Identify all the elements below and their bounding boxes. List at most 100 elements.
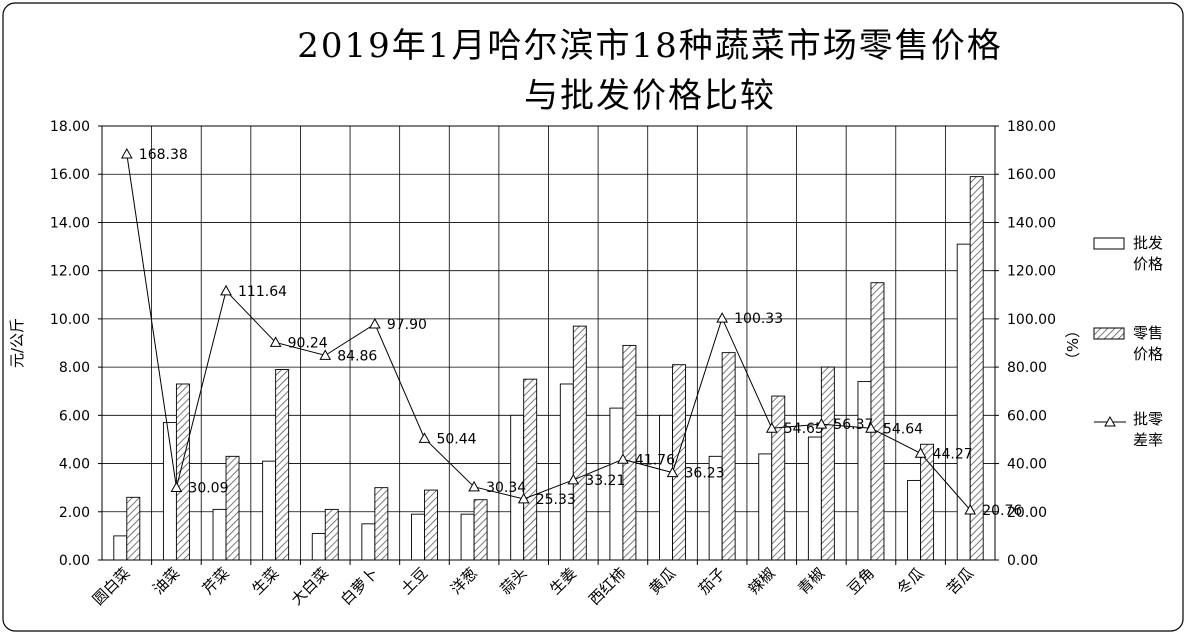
rate-data-label: 168.38 (139, 147, 188, 163)
rate-data-label: 25.33 (536, 492, 576, 508)
bar-wholesale (907, 479, 922, 561)
rate-data-label: 97.90 (387, 317, 427, 333)
y-left-tick-label: 6.00 (59, 408, 90, 424)
rate-marker (269, 336, 282, 347)
rate-data-label: 56.37 (833, 417, 873, 433)
rate-marker (418, 432, 431, 443)
bars (113, 176, 984, 561)
x-category-label: 土豆 (397, 564, 431, 598)
y-right-tick-label: 140.00 (1007, 215, 1056, 231)
bar-wholesale (460, 513, 475, 561)
rate-data-label: 30.09 (188, 480, 228, 496)
rate-marker (815, 418, 828, 429)
y-right-tick-label: 60.00 (1007, 408, 1047, 424)
y-left-tick-label: 12.00 (50, 264, 90, 280)
legend-label-line1: 零售 (1133, 324, 1163, 342)
x-category-label: 蒜头 (497, 564, 531, 598)
y-right-axis-title: （%） (1064, 323, 1082, 367)
rate-polyline (126, 153, 971, 511)
rate-marker (964, 503, 977, 515)
chart-title-line-1: 2019年1月哈尔滨市18种蔬菜市场零售价格 (297, 26, 1003, 66)
y-right-tick-label: 0.00 (1007, 553, 1038, 569)
x-category-label: 油菜 (149, 564, 183, 598)
rate-data-label: 33.21 (585, 473, 625, 489)
legend-swatch-rate-marker (1104, 415, 1116, 427)
rate-data-label: 50.44 (436, 431, 476, 447)
x-category-label: 青椒 (794, 564, 828, 598)
legend-label-line1: 批零 (1133, 410, 1163, 428)
bar-retail (523, 378, 538, 561)
bar-retail (225, 455, 240, 561)
x-category-label: 西红柿 (585, 564, 630, 609)
bar-wholesale (559, 383, 574, 561)
legend-swatch-retail (1093, 327, 1125, 340)
bar-wholesale (807, 436, 822, 561)
bar-retail (424, 489, 438, 561)
legend-label-line2: 差率 (1133, 431, 1163, 449)
bar-retail (126, 496, 141, 561)
y-left-tick-label: 14.00 (50, 215, 90, 231)
x-category-label: 苦瓜 (943, 564, 977, 598)
bar-wholesale (311, 533, 326, 561)
x-category-label: 黄瓜 (645, 564, 679, 598)
rate-data-label: 54.64 (883, 421, 923, 437)
rate-data-label: 100.33 (734, 311, 783, 327)
rate-data-label: 90.24 (288, 335, 328, 351)
bar-wholesale (758, 453, 773, 561)
y-right-tick-label: 20.00 (1007, 505, 1047, 521)
rate-marker (765, 422, 778, 433)
bar-wholesale (659, 414, 673, 561)
y-left-tick-label: 16.00 (50, 167, 90, 183)
rate-marker (617, 453, 629, 464)
chart-title-line-2: 与批发价格比较 (524, 76, 776, 116)
rate-marker (716, 312, 728, 323)
y-right-tick-label: 120.00 (1007, 264, 1056, 280)
y-left-tick-label: 10.00 (50, 312, 90, 328)
y-right-tick-label: 80.00 (1007, 360, 1047, 376)
x-category-label: 辣椒 (745, 564, 779, 598)
y-left-axis-title: 元/公斤 (8, 318, 26, 368)
y-right-tick-label: 180.00 (1007, 119, 1056, 135)
legend-label-line2: 价格 (1133, 255, 1163, 273)
x-category-label: 冬瓜 (893, 564, 927, 598)
y-left-tick-label: 0.00 (59, 553, 90, 569)
y-left-tick-label: 8.00 (59, 360, 90, 376)
rate-marker (170, 481, 183, 492)
legend-label-line2: 价格 (1133, 345, 1163, 363)
rate-data-label: 84.86 (337, 348, 377, 364)
y-left-tick-label: 4.00 (59, 457, 90, 473)
bar-wholesale (212, 508, 227, 561)
rate-marker (914, 447, 927, 458)
y-right-tick-label: 100.00 (1007, 312, 1056, 328)
rate-marker (369, 317, 381, 329)
rate-data-label: 44.27 (933, 446, 973, 462)
x-category-label: 圆白菜 (89, 564, 134, 609)
legend-label-line1: 批发 (1133, 234, 1163, 252)
rate-data-label: 30.34 (486, 480, 526, 496)
bar-wholesale (361, 523, 376, 561)
bar-wholesale (857, 381, 872, 561)
y-right-tick-label: 160.00 (1007, 167, 1056, 183)
rate-data-label: 111.64 (238, 284, 287, 300)
bar-retail (820, 366, 835, 561)
x-category-label: 豆角 (844, 564, 878, 598)
rate-line: 168.38 30.09 111.64 90.24 84.86 97.90 50.44 30.… (120, 147, 1022, 519)
x-category-label: 洋葱 (447, 564, 481, 598)
x-category-label: 茄子 (695, 564, 729, 598)
bar-wholesale (262, 460, 277, 561)
rate-marker (319, 349, 332, 360)
rate-marker (468, 480, 480, 492)
rate-data-label: 20.76 (982, 503, 1022, 519)
rate-marker (120, 147, 133, 159)
bar-wholesale (411, 513, 425, 561)
bar-wholesale (113, 535, 128, 561)
x-category-label: 白萝卜 (337, 564, 382, 609)
rate-marker (517, 492, 530, 504)
rate-marker (567, 473, 580, 485)
rate-marker (220, 284, 232, 296)
rate-marker (865, 422, 877, 433)
bar-retail (374, 487, 389, 561)
y-left-tick-label: 18.00 (50, 119, 90, 135)
